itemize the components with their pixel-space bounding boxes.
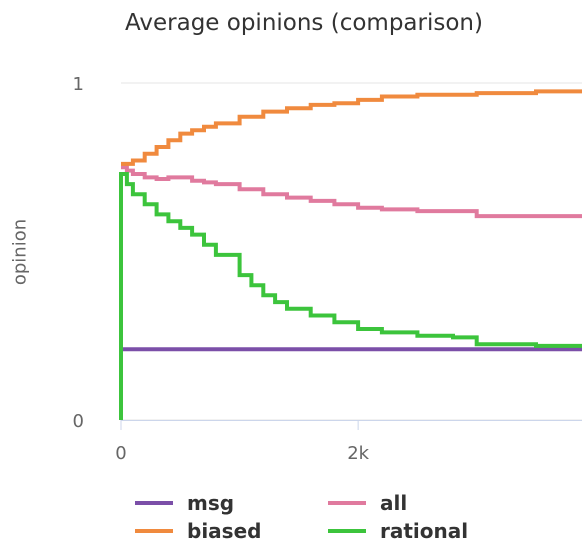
- legend-label: all: [380, 491, 408, 515]
- y-tick-label: 1: [73, 74, 84, 95]
- legend: msg all biased rational: [135, 490, 575, 544]
- legend-item-msg[interactable]: msg: [135, 490, 234, 516]
- legend-label: rational: [380, 519, 469, 543]
- y-axis-label: opinion: [9, 218, 31, 286]
- legend-item-biased[interactable]: biased: [135, 518, 261, 544]
- series-line-biased: [121, 89, 582, 166]
- series-line-all: [121, 165, 582, 219]
- legend-swatch: [135, 501, 173, 505]
- legend-swatch: [328, 529, 366, 533]
- x-tick-label: 0: [115, 443, 126, 464]
- legend-label: biased: [187, 519, 262, 543]
- y-tick-label: 0: [73, 411, 84, 432]
- chart-title: Average opinions (comparison): [125, 10, 483, 36]
- legend-swatch: [135, 529, 173, 533]
- series-line-rational: [119, 172, 582, 420]
- x-tick-label: 2k: [347, 443, 369, 464]
- legend-item-rational[interactable]: rational: [328, 518, 468, 544]
- legend-label: msg: [187, 491, 235, 515]
- legend-swatch: [328, 501, 366, 505]
- legend-item-all[interactable]: all: [328, 490, 407, 516]
